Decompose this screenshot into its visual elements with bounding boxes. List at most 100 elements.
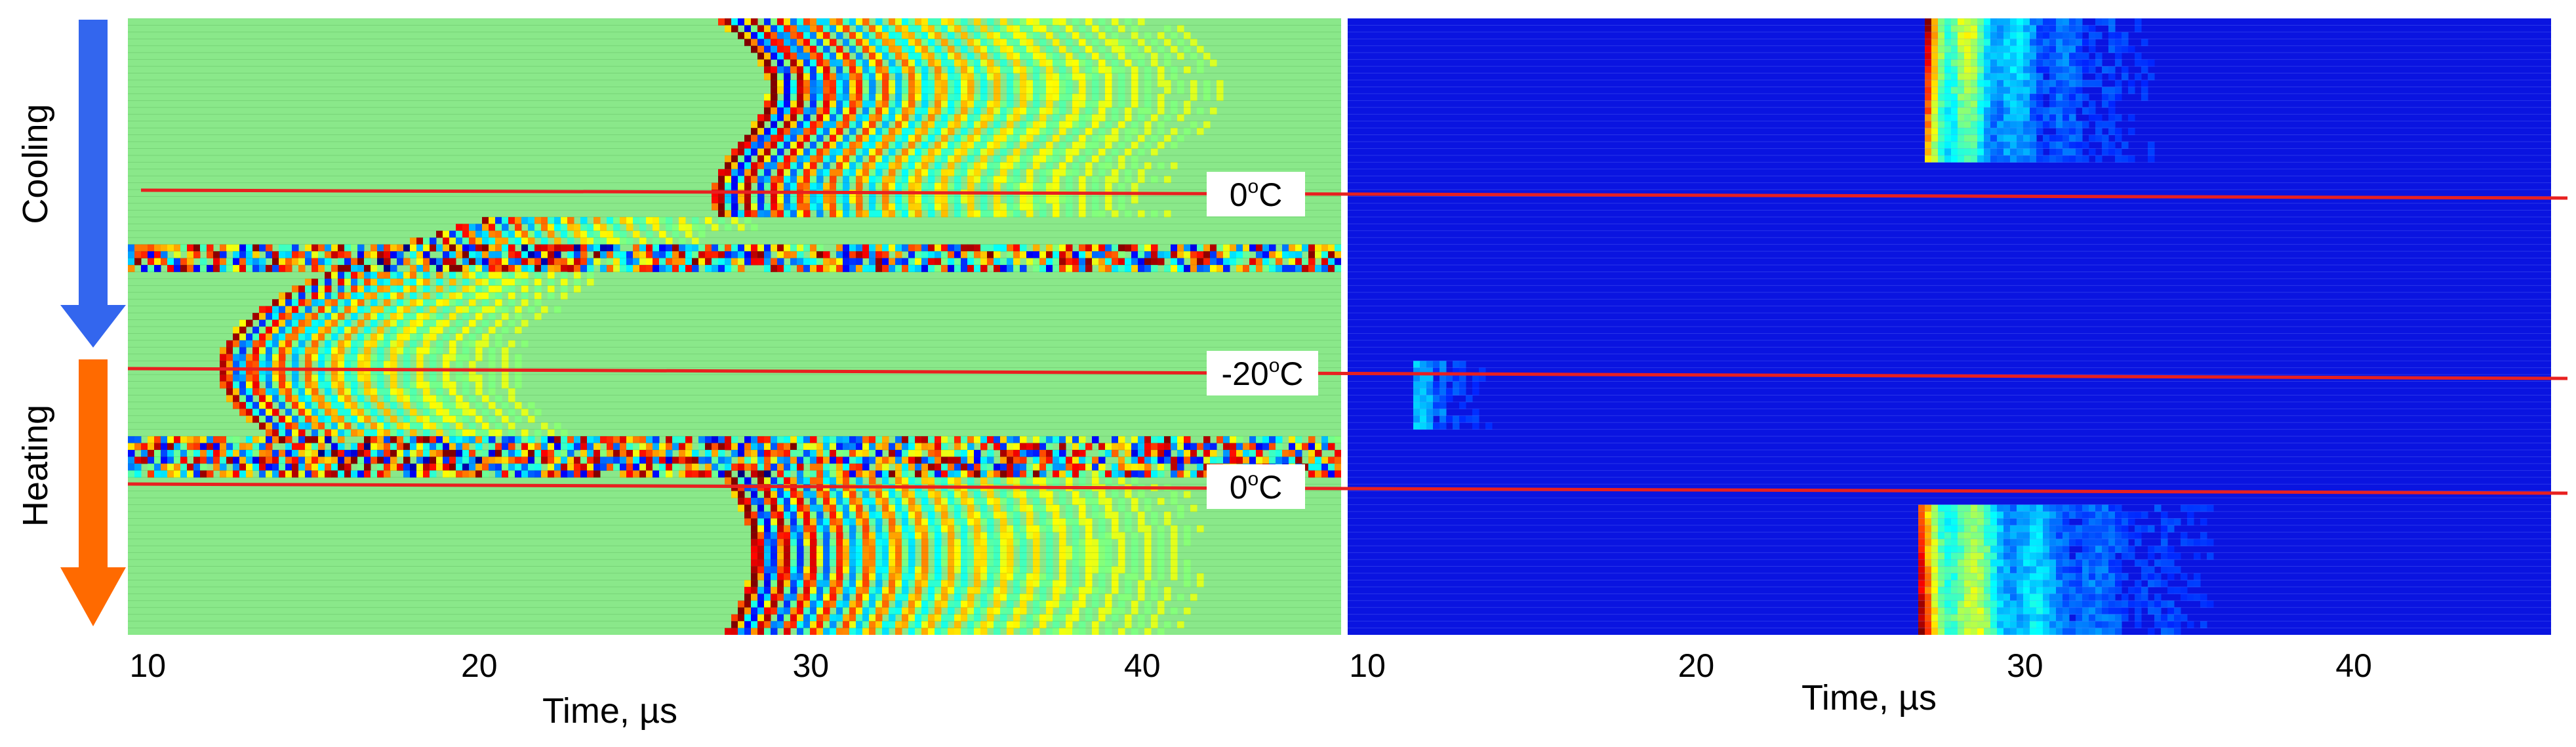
- left-cell: [489, 265, 496, 272]
- left-cell: [935, 538, 942, 546]
- left-cell: [869, 45, 876, 53]
- left-cell: [1053, 87, 1060, 94]
- left-cell: [594, 436, 601, 443]
- left-cell: [974, 538, 981, 546]
- left-cell: [574, 244, 581, 252]
- left-cell: [1144, 265, 1152, 272]
- left-cell: [318, 292, 325, 300]
- left-cell: [843, 134, 850, 142]
- left-cell: [666, 251, 673, 258]
- left-cell: [351, 456, 358, 464]
- left-cell: [797, 196, 804, 204]
- left-cell: [941, 477, 948, 485]
- left-cell: [948, 148, 955, 156]
- left-cell: [895, 210, 902, 218]
- left-cell: [856, 573, 863, 580]
- left-cell: [239, 401, 247, 409]
- left-cell: [246, 436, 253, 443]
- left-cell: [843, 559, 850, 567]
- left-cell: [390, 443, 397, 451]
- left-cell: [213, 443, 220, 451]
- left-cell: [843, 463, 850, 471]
- left-cell: [935, 80, 942, 87]
- left-cell: [895, 107, 902, 115]
- left-cell: [659, 470, 666, 478]
- left-cell: [1262, 251, 1270, 258]
- left-cell: [515, 216, 522, 224]
- left-cell: [869, 512, 876, 519]
- left-cell: [528, 415, 535, 423]
- left-cell: [1026, 210, 1034, 218]
- left-cell: [469, 436, 476, 443]
- left-cell: [1269, 244, 1276, 252]
- left-cell: [1256, 436, 1263, 443]
- left-cell: [987, 512, 994, 519]
- left-cell: [836, 532, 843, 540]
- left-cell: [771, 518, 778, 526]
- left-cell: [364, 401, 371, 409]
- left-cell: [377, 313, 384, 320]
- left-cell: [935, 203, 942, 211]
- left-cell: [921, 436, 929, 443]
- left-cell: [1105, 87, 1112, 94]
- left-cell: [830, 463, 837, 471]
- left-cell: [338, 443, 345, 451]
- left-cell: [357, 388, 365, 395]
- left-cell: [1164, 176, 1171, 184]
- left-cell: [1098, 566, 1106, 574]
- left-cell: [771, 87, 778, 94]
- left-cell: [475, 224, 483, 232]
- left-cell: [384, 422, 391, 430]
- left-cell: [1072, 265, 1079, 272]
- left-cell: [738, 182, 745, 190]
- left-cell: [521, 429, 529, 437]
- left-cell: [974, 134, 981, 142]
- left-cell: [994, 182, 1001, 190]
- left-cell: [810, 552, 817, 560]
- left-cell: [646, 470, 653, 478]
- left-cell: [534, 456, 542, 464]
- left-cell: [1046, 491, 1053, 498]
- left-cell: [1184, 443, 1191, 451]
- left-cell: [456, 470, 463, 478]
- left-cell: [902, 559, 909, 567]
- left-cell: [633, 265, 640, 272]
- left-cell: [344, 292, 352, 300]
- left-cell: [849, 470, 856, 478]
- left-cell: [449, 388, 456, 395]
- left-cell: [364, 292, 371, 300]
- left-cell: [836, 491, 843, 498]
- left-cell: [377, 456, 384, 464]
- left-cell: [1105, 251, 1112, 258]
- left-cell: [134, 470, 142, 478]
- left-cell: [1171, 258, 1178, 266]
- left-cell: [180, 470, 188, 478]
- left-cell: [443, 353, 450, 361]
- left-cell: [259, 450, 266, 457]
- left-cell: [233, 374, 240, 382]
- left-cell: [1295, 258, 1302, 266]
- left-row: [128, 244, 1341, 252]
- left-cell: [449, 230, 456, 238]
- left-cell: [856, 463, 863, 471]
- left-cell: [364, 450, 371, 457]
- left-cell: [830, 134, 837, 142]
- left-cell: [915, 176, 922, 184]
- left-cell: [915, 477, 922, 485]
- left-row: [738, 504, 1197, 512]
- left-cell: [325, 429, 332, 437]
- left-cell: [705, 244, 712, 252]
- left-cell: [875, 436, 883, 443]
- left-cell: [1125, 244, 1132, 252]
- left-cell: [594, 450, 601, 457]
- left-cell: [1131, 52, 1138, 60]
- left-cell: [889, 100, 896, 108]
- left-cell: [705, 463, 712, 471]
- left-cell: [1098, 128, 1106, 135]
- left-cell: [672, 230, 679, 238]
- left-cell: [1144, 31, 1152, 39]
- left-cell: [987, 525, 994, 533]
- left-cell: [1197, 525, 1204, 533]
- left-cell: [685, 251, 693, 258]
- left-cell: [908, 87, 916, 94]
